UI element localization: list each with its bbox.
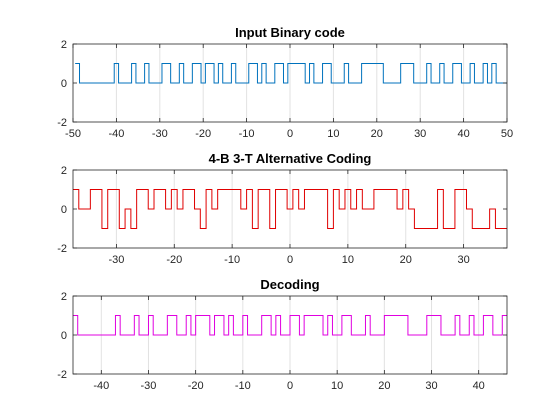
x-tick-label: 20 — [400, 254, 412, 266]
y-tick-label: -2 — [57, 117, 67, 129]
x-tick-label: 40 — [473, 380, 485, 392]
y-tick-label: 0 — [61, 330, 67, 342]
x-tick-label: 30 — [425, 380, 437, 392]
chart-title: 4-B 3-T Alternative Coding — [209, 151, 372, 166]
x-tick-label: -20 — [195, 128, 211, 140]
x-tick-label: 0 — [287, 380, 293, 392]
x-tick-label: -10 — [239, 128, 255, 140]
x-tick-label: 20 — [371, 128, 383, 140]
x-tick-label: -20 — [188, 380, 204, 392]
x-tick-label: 0 — [287, 254, 293, 266]
x-tick-label: -10 — [235, 380, 251, 392]
x-tick-label: -40 — [108, 128, 124, 140]
x-tick-label: 10 — [342, 254, 354, 266]
x-tick-label: -30 — [141, 380, 157, 392]
x-tick-label: 0 — [287, 128, 293, 140]
x-tick-label: 20 — [378, 380, 390, 392]
y-tick-label: 0 — [61, 204, 67, 216]
series-line — [73, 189, 507, 229]
chart-title: Decoding — [260, 277, 319, 292]
x-tick-label: 10 — [327, 128, 339, 140]
y-tick-label: 0 — [61, 78, 67, 90]
x-tick-label: 40 — [457, 128, 469, 140]
x-tick-label: -10 — [224, 254, 240, 266]
x-tick-label: 10 — [331, 380, 343, 392]
x-tick-label: -40 — [93, 380, 109, 392]
y-tick-label: 2 — [61, 291, 67, 303]
y-tick-label: 2 — [61, 165, 67, 177]
series-line — [73, 315, 507, 336]
x-tick-label: 50 — [501, 128, 513, 140]
x-tick-label: 30 — [457, 254, 469, 266]
x-tick-label: -50 — [65, 128, 81, 140]
x-tick-label: -30 — [108, 254, 124, 266]
x-tick-label: 30 — [414, 128, 426, 140]
y-tick-label: -2 — [57, 243, 67, 255]
x-tick-label: -30 — [152, 128, 168, 140]
series-line — [75, 63, 507, 84]
chart-title: Input Binary code — [235, 25, 345, 40]
y-tick-label: -2 — [57, 369, 67, 381]
y-tick-label: 2 — [61, 39, 67, 51]
x-tick-label: -20 — [166, 254, 182, 266]
